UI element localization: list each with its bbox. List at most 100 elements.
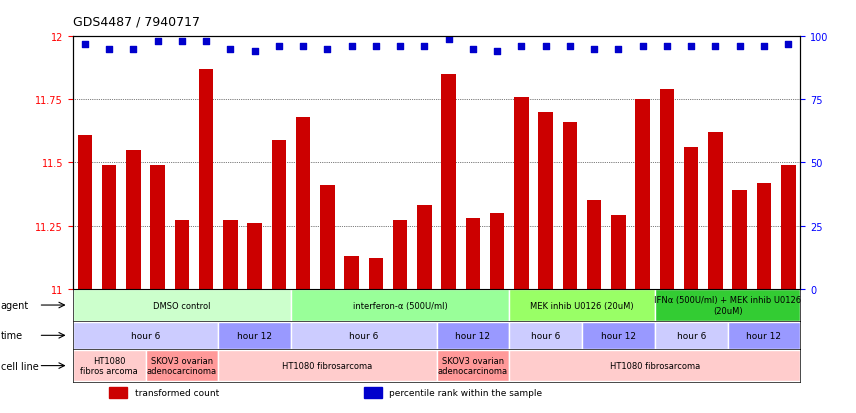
- FancyBboxPatch shape: [582, 322, 655, 349]
- Point: [175, 39, 188, 45]
- Point: [660, 44, 674, 50]
- Text: SKOV3 ovarian
adenocarcinoma: SKOV3 ovarian adenocarcinoma: [147, 356, 217, 375]
- Point: [587, 46, 601, 53]
- Text: cell line: cell line: [1, 361, 39, 371]
- Point: [199, 39, 213, 45]
- Bar: [562, 123, 577, 289]
- Point: [563, 44, 577, 50]
- Bar: [781, 166, 795, 289]
- Bar: [757, 183, 771, 289]
- Bar: [611, 216, 626, 289]
- Bar: [271, 140, 286, 289]
- Bar: [296, 118, 311, 289]
- Text: HT1080
fibros arcoma: HT1080 fibros arcoma: [80, 356, 138, 375]
- FancyBboxPatch shape: [73, 322, 218, 349]
- Bar: [635, 100, 650, 289]
- Text: time: time: [1, 330, 23, 340]
- Text: DMSO control: DMSO control: [153, 301, 211, 310]
- FancyBboxPatch shape: [509, 290, 655, 321]
- Point: [345, 44, 359, 50]
- Text: interferon-α (500U/ml): interferon-α (500U/ml): [353, 301, 448, 310]
- Bar: [514, 97, 529, 289]
- Text: GDS4487 / 7940717: GDS4487 / 7940717: [73, 16, 199, 29]
- FancyBboxPatch shape: [437, 350, 509, 382]
- Bar: [660, 90, 675, 289]
- Bar: [684, 148, 698, 289]
- Point: [272, 44, 286, 50]
- FancyBboxPatch shape: [291, 322, 437, 349]
- Text: transformed count: transformed count: [134, 388, 219, 397]
- Text: hour 12: hour 12: [601, 331, 636, 340]
- Point: [151, 39, 164, 45]
- Bar: [102, 166, 116, 289]
- Bar: [223, 221, 238, 289]
- Point: [442, 36, 455, 43]
- FancyBboxPatch shape: [655, 290, 800, 321]
- Text: percentile rank within the sample: percentile rank within the sample: [389, 388, 543, 397]
- Bar: [490, 214, 504, 289]
- FancyBboxPatch shape: [73, 350, 146, 382]
- Bar: [393, 221, 407, 289]
- Bar: [110, 387, 128, 398]
- FancyBboxPatch shape: [218, 322, 291, 349]
- FancyBboxPatch shape: [655, 322, 728, 349]
- Text: hour 12: hour 12: [237, 331, 272, 340]
- Point: [539, 44, 553, 50]
- Point: [369, 44, 383, 50]
- Point: [103, 46, 116, 53]
- Bar: [344, 256, 359, 289]
- Point: [709, 44, 722, 50]
- Point: [611, 46, 625, 53]
- Bar: [708, 133, 722, 289]
- Text: hour 12: hour 12: [455, 331, 490, 340]
- Point: [514, 44, 528, 50]
- Point: [685, 44, 698, 50]
- Bar: [538, 113, 553, 289]
- FancyBboxPatch shape: [509, 322, 582, 349]
- Bar: [175, 221, 189, 289]
- Point: [320, 46, 334, 53]
- Point: [466, 46, 479, 53]
- Bar: [369, 259, 383, 289]
- Bar: [733, 191, 747, 289]
- Point: [782, 41, 795, 48]
- Point: [418, 44, 431, 50]
- Text: SKOV3 ovarian
adenocarcinoma: SKOV3 ovarian adenocarcinoma: [438, 356, 508, 375]
- Point: [248, 49, 262, 56]
- Bar: [320, 186, 335, 289]
- Point: [757, 44, 770, 50]
- Bar: [78, 135, 92, 289]
- Bar: [151, 166, 165, 289]
- Point: [636, 44, 650, 50]
- Point: [393, 44, 407, 50]
- Bar: [126, 150, 140, 289]
- Bar: [364, 387, 382, 398]
- Point: [490, 49, 504, 56]
- Point: [78, 41, 92, 48]
- Text: hour 6: hour 6: [131, 331, 160, 340]
- Text: hour 6: hour 6: [531, 331, 561, 340]
- FancyBboxPatch shape: [291, 290, 509, 321]
- Bar: [199, 70, 213, 289]
- Text: MEK inhib U0126 (20uM): MEK inhib U0126 (20uM): [530, 301, 634, 310]
- Bar: [442, 75, 456, 289]
- Point: [296, 44, 310, 50]
- Text: hour 6: hour 6: [349, 331, 378, 340]
- FancyBboxPatch shape: [437, 322, 509, 349]
- Text: HT1080 fibrosarcoma: HT1080 fibrosarcoma: [609, 361, 700, 370]
- FancyBboxPatch shape: [728, 322, 800, 349]
- Text: agent: agent: [1, 300, 29, 310]
- FancyBboxPatch shape: [218, 350, 437, 382]
- Text: HT1080 fibrosarcoma: HT1080 fibrosarcoma: [282, 361, 372, 370]
- FancyBboxPatch shape: [509, 350, 800, 382]
- Text: hour 6: hour 6: [676, 331, 706, 340]
- Bar: [417, 206, 431, 289]
- Bar: [587, 201, 602, 289]
- Text: hour 12: hour 12: [746, 331, 782, 340]
- Point: [733, 44, 746, 50]
- Text: IFNα (500U/ml) + MEK inhib U0126
(20uM): IFNα (500U/ml) + MEK inhib U0126 (20uM): [654, 296, 801, 315]
- Bar: [247, 223, 262, 289]
- Point: [127, 46, 140, 53]
- Point: [223, 46, 237, 53]
- Bar: [466, 218, 480, 289]
